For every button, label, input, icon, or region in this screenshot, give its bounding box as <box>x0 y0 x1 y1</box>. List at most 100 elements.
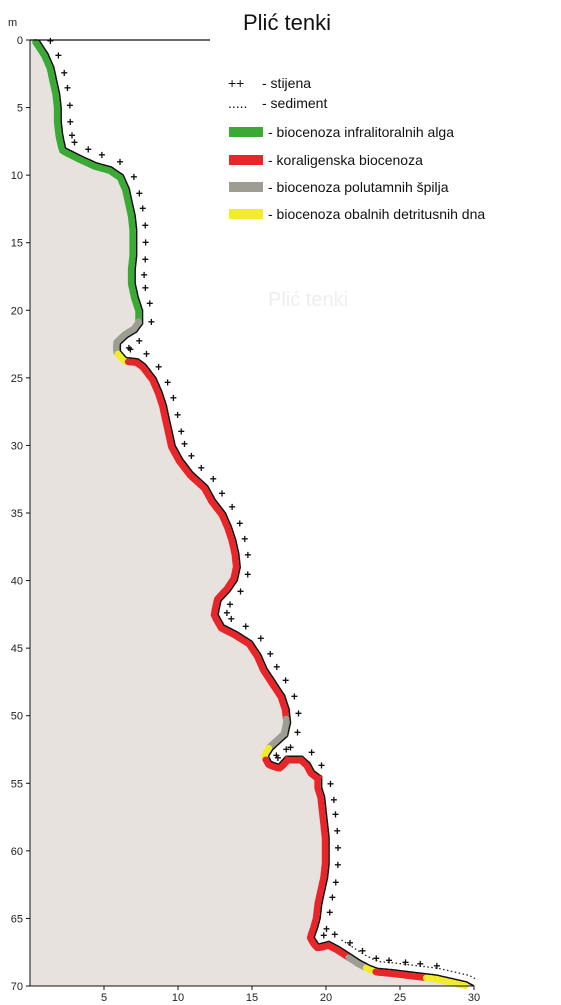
biocenosis-band-11 <box>422 974 469 989</box>
rock-marker-32: + <box>188 449 195 463</box>
rock-marker-50: + <box>291 690 298 704</box>
biocenosis-band-8 <box>345 954 370 972</box>
rock-marker-20: + <box>146 296 153 310</box>
rock-marker-68: + <box>323 922 330 936</box>
rock-marker-2: + <box>55 48 62 62</box>
legend-label-sediment: - sediment <box>262 95 327 111</box>
x-tick-label-30: 30 <box>468 992 480 1004</box>
rock-marker-72: + <box>359 944 366 958</box>
seabed-fill <box>30 40 474 986</box>
legend-symbol-rock: ++ <box>228 75 244 91</box>
rock-marker-63: + <box>334 841 341 855</box>
rock-marker-14: + <box>139 201 146 215</box>
rock-marker-34: + <box>210 472 217 486</box>
rock-marker-10: + <box>98 148 105 162</box>
legend-item-coralligenous: - koraligenska biocenoza <box>229 152 423 168</box>
rock-marker-6: + <box>67 115 74 129</box>
rock-marker-46: + <box>257 631 264 645</box>
x-tick-label-20: 20 <box>320 992 332 1004</box>
rock-marker-69: + <box>320 929 327 943</box>
rock-marker-53: + <box>283 742 290 756</box>
rock-marker-35: + <box>218 487 225 501</box>
rock-marker-45: + <box>242 620 249 634</box>
rock-marker-58: + <box>318 759 325 773</box>
rock-marker-23: + <box>125 341 132 355</box>
rock-marker-22: + <box>136 334 143 348</box>
rock-marker-24: + <box>127 343 134 357</box>
rock-marker-44: + <box>228 612 235 626</box>
rock-marker-75: + <box>402 955 409 969</box>
y-tick-label-0: 0 <box>17 35 23 47</box>
legend-label-semi-dark-caves: - biocenoza polutamnih špilja <box>268 179 449 195</box>
rock-marker-29: + <box>174 408 181 422</box>
legend-label-infralittoral-algae: - biocenoza infralitoralnih alga <box>268 124 454 140</box>
rock-marker-47: + <box>267 647 274 661</box>
rock-marker-40: + <box>244 567 251 581</box>
rock-marker-31: + <box>181 437 188 451</box>
rock-marker-65: + <box>332 875 339 889</box>
legend-item-coastal-detritic: - biocenoza obalnih detritusnih dna <box>229 206 485 222</box>
rock-marker-71: + <box>346 936 353 950</box>
rock-marker-51: + <box>295 706 302 720</box>
rock-marker-4: + <box>64 81 71 95</box>
y-axis-ticks: 0 5 10 15 20 25 30 35 40 45 50 55 60 65 70 <box>11 35 30 993</box>
rock-marker-55: + <box>273 749 280 763</box>
rock-marker-27: + <box>164 375 171 389</box>
rock-marker-60: + <box>330 793 337 807</box>
rock-marker-57: + <box>308 746 315 760</box>
rock-marker-group: ++++++++ + + ++++++++++++++ ++++++++++++++++… <box>47 34 441 973</box>
legend-item-semi-dark-caves: - biocenoza polutamnih špilja <box>229 179 449 195</box>
biocenosis-band-5 <box>265 715 290 752</box>
legend-swatch-coastal-detritic <box>229 209 263 219</box>
legend-item-infralittoral-algae: - biocenoza infralitoralnih alga <box>229 124 454 140</box>
rock-marker-62: + <box>334 824 341 838</box>
rock-marker-19: + <box>142 281 149 295</box>
legend-label-rock: - stijena <box>262 75 311 91</box>
biocenosis-band-10 <box>372 968 430 982</box>
rock-marker-39: + <box>244 548 251 562</box>
rock-marker-16: + <box>142 236 149 250</box>
legend-swatch-infralittoral-algae <box>229 127 263 137</box>
biocenosis-band-1 <box>32 38 142 325</box>
x-tick-label-5: 5 <box>101 992 107 1004</box>
biocenosis-band-4 <box>124 358 290 723</box>
y-tick-label-5: 5 <box>17 103 23 115</box>
y-tick-label-15: 15 <box>11 238 23 250</box>
y-tick-label-40: 40 <box>11 576 23 588</box>
biocenosis-band-group <box>32 38 469 989</box>
rock-marker-48: + <box>273 660 280 674</box>
legend-swatch-coralligenous <box>229 155 263 165</box>
watermark-text: Plić tenki <box>268 289 348 311</box>
rock-marker-26: + <box>155 360 162 374</box>
rock-marker-3: + <box>61 66 68 80</box>
rock-marker-30: + <box>178 424 185 438</box>
rock-marker-1: + <box>47 34 54 48</box>
legend: ++ - stijena ..... - sediment - biocenoz… <box>228 75 485 222</box>
rock-marker-73: + <box>373 951 380 965</box>
rock-marker-17: + <box>142 253 149 267</box>
y-tick-label-25: 25 <box>11 373 23 385</box>
rock-marker-49: + <box>282 674 289 688</box>
chart-title: Plić tenki <box>243 10 331 35</box>
rock-marker-52: + <box>294 726 301 740</box>
rock-marker-12: + <box>130 170 137 184</box>
rock-marker-64: + <box>334 858 341 872</box>
legend-swatch-semi-dark-caves <box>229 182 263 192</box>
rock-marker-54: + <box>274 751 281 765</box>
legend-label-coastal-detritic: - biocenoza obalnih detritusnih dna <box>268 206 485 222</box>
rock-marker-33: + <box>198 461 205 475</box>
legend-item-rock: ++ - stijena <box>228 75 311 91</box>
axes: 0 5 10 15 20 25 30 35 40 45 50 55 60 65 70 5 10 15 20 25 30… <box>8 17 480 1004</box>
rock-marker-43: + <box>223 606 230 620</box>
biocenosis-band-7 <box>262 756 352 961</box>
sediment-dotted-line <box>341 939 478 981</box>
x-tick-label-10: 10 <box>172 992 184 1004</box>
rock-marker-76: + <box>417 957 424 971</box>
y-axis-unit: m <box>8 17 17 29</box>
rock-marker-25: + <box>143 347 150 361</box>
y-tick-label-70: 70 <box>11 981 23 993</box>
y-tick-label-35: 35 <box>11 508 23 520</box>
rock-marker-9: + <box>85 142 92 156</box>
y-tick-label-30: 30 <box>11 440 23 452</box>
rock-marker-61: + <box>332 808 339 822</box>
